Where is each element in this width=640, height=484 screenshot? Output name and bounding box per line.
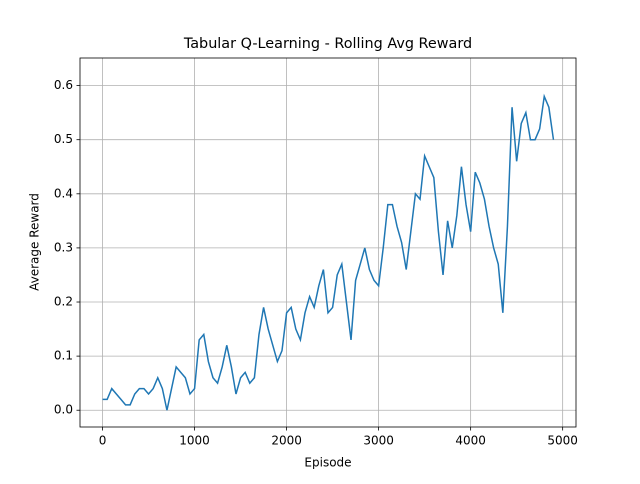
line-series [102, 93, 555, 411]
x-tick-label: 1000 [179, 434, 210, 448]
y-tick-label: 0.2 [54, 295, 73, 309]
x-tick-label: 0 [99, 434, 107, 448]
y-tick-label: 0.6 [54, 78, 73, 92]
x-tick-label: 4000 [455, 434, 486, 448]
y-axis-label: Average Reward [28, 193, 42, 291]
y-tick-label: 0.4 [54, 186, 73, 200]
x-axis-label: Episode [304, 456, 351, 470]
y-tick-label: 0.0 [54, 403, 73, 417]
chart-title: Tabular Q-Learning - Rolling Avg Reward [183, 36, 472, 52]
x-tick-label: 3000 [363, 434, 394, 448]
y-tick-label: 0.1 [54, 349, 73, 363]
y-tick-label: 0.3 [54, 240, 73, 254]
x-tick-label: 2000 [271, 434, 302, 448]
plot [102, 93, 555, 411]
x-tick-label: 5000 [547, 434, 578, 448]
axes-frame [79, 57, 577, 428]
y-tick-label: 0.5 [54, 132, 73, 146]
